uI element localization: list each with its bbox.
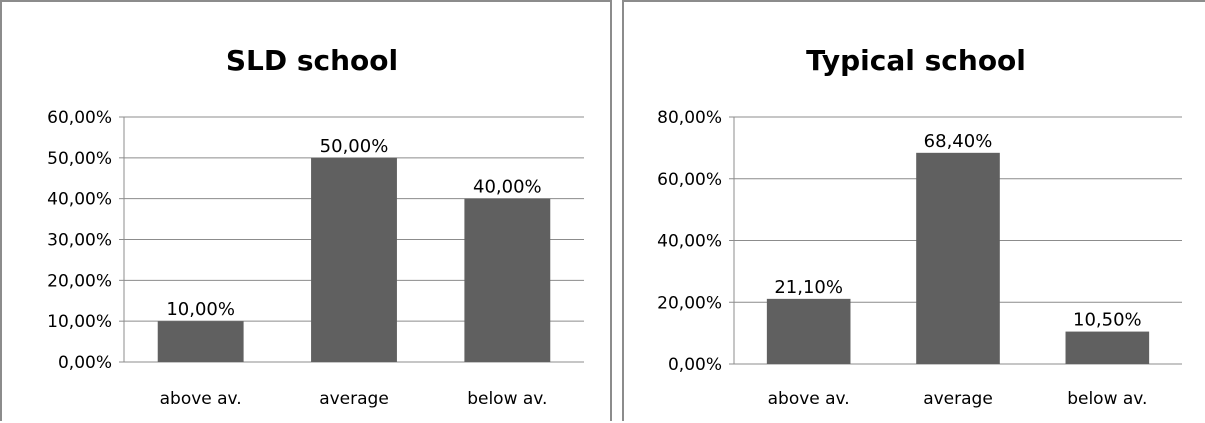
y-tick-label: 60,00% (47, 108, 112, 128)
bar-chart-typical-school: Typical school 0,00% 20,00% 40,00% 60,00% 80,… (657, 44, 1182, 409)
bar-above-av (766, 298, 851, 364)
y-tick-label: 40,00% (47, 190, 112, 210)
chart-title: Typical school (806, 44, 1026, 77)
y-tick-label: 60,00% (657, 170, 722, 190)
y-tick-label: 20,00% (47, 271, 112, 291)
bar-below-av (1065, 331, 1150, 364)
data-label: 21,10% (774, 277, 843, 298)
y-tick-label: 30,00% (47, 231, 112, 251)
x-category-label: above av. (160, 389, 242, 409)
data-label: 10,00% (166, 299, 235, 320)
x-category-label: average (319, 389, 389, 409)
y-tick-label: 0,00% (668, 355, 722, 375)
x-category-label: below av. (1067, 389, 1147, 409)
y-tick-label: 0,00% (58, 353, 112, 373)
x-category-label: average (923, 389, 993, 409)
y-tick-label: 80,00% (657, 108, 722, 128)
chart-panel-sld-school: SLD school 0,00% 10,00% 20,00% 30,00% 40,00% 5… (0, 0, 612, 421)
bar-average (916, 152, 1000, 364)
data-label: 10,50% (1073, 310, 1142, 331)
data-label: 40,00% (473, 177, 542, 198)
bar-chart-sld-school: SLD school 0,00% 10,00% 20,00% 30,00% 40,00% 5… (47, 44, 584, 409)
data-label: 68,40% (924, 131, 993, 152)
y-tick-label: 20,00% (657, 293, 722, 313)
bar-below-av (464, 198, 551, 362)
y-tick-label: 10,00% (47, 312, 112, 332)
chart-panel-typical-school: Typical school 0,00% 20,00% 40,00% 60,00% 80,… (622, 0, 1205, 421)
x-category-label: below av. (467, 389, 547, 409)
chart-title: SLD school (226, 44, 398, 77)
x-category-label: above av. (768, 389, 850, 409)
data-label: 50,00% (320, 136, 389, 157)
bar-above-av (157, 321, 244, 362)
y-tick-label: 40,00% (657, 232, 722, 252)
bar-average (311, 157, 397, 362)
y-tick-label: 50,00% (47, 149, 112, 169)
